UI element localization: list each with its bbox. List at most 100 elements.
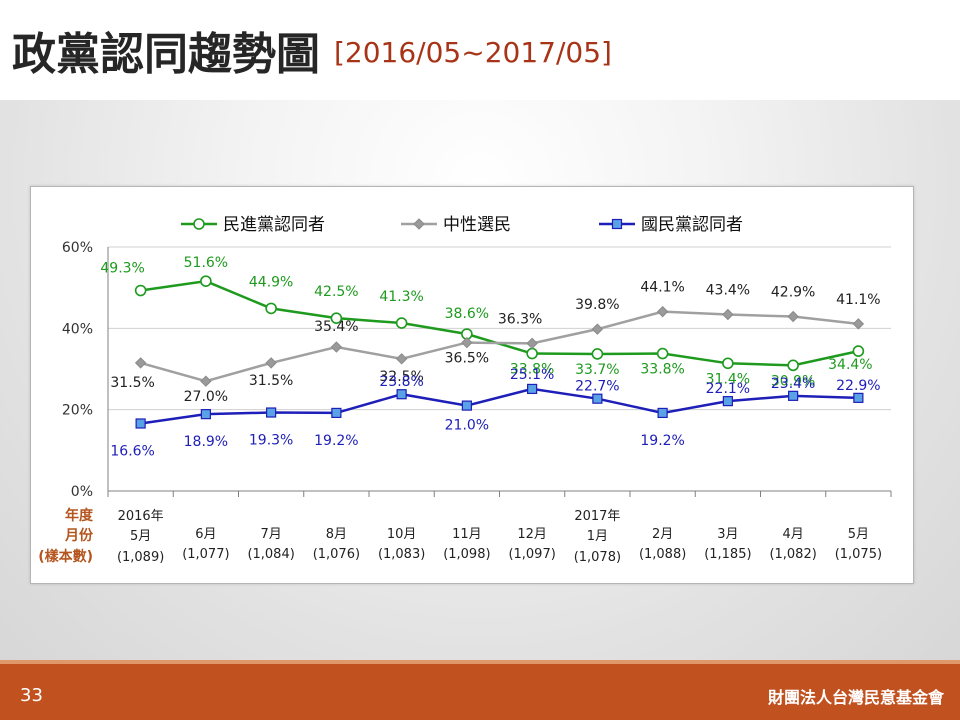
x-axis-month-label: 12月 <box>517 527 547 542</box>
data-label-kmt: 21.0% <box>445 418 489 434</box>
data-label-neutral: 39.8% <box>575 297 619 313</box>
x-axis-month-label: 6月 <box>195 527 216 542</box>
data-point-neutral <box>265 357 277 369</box>
data-point-kmt <box>853 392 864 403</box>
data-point-dpp <box>134 284 147 297</box>
legend-label-kmt: 國民黨認同者 <box>641 215 743 235</box>
data-label-kmt: 18.9% <box>184 434 228 450</box>
y-tick-label: 0% <box>71 484 93 500</box>
data-label-kmt: 19.2% <box>640 433 684 449</box>
x-axis-sample-label: (1,097) <box>508 547 555 562</box>
x-axis-sample-label: (1,185) <box>704 547 751 562</box>
data-label-dpp: 49.3% <box>100 261 144 277</box>
x-axis-month-label: 8月 <box>326 527 347 542</box>
legend-label-neutral: 中性選民 <box>443 215 511 235</box>
data-point-dpp <box>656 347 669 360</box>
series-line-neutral <box>140 310 859 383</box>
data-label-neutral: 27.0% <box>184 389 228 405</box>
data-point-kmt <box>592 393 603 404</box>
data-point-neutral <box>200 375 212 387</box>
data-label-kmt: 22.7% <box>575 379 619 395</box>
data-point-dpp <box>200 275 212 287</box>
data-label-dpp: 41.3% <box>379 289 423 305</box>
x-axis-sample-label: (1,084) <box>247 547 294 562</box>
x-axis-month-label: 5月 <box>130 529 151 544</box>
data-point-kmt <box>788 390 799 401</box>
x-axis-sample-label: (1,083) <box>378 547 425 562</box>
x-axis-sample-label: (1,077) <box>182 547 229 562</box>
organization-name: 財團法人台灣民意基金會 <box>767 688 944 707</box>
data-label-neutral: 42.9% <box>771 285 815 301</box>
data-label-neutral: 41.1% <box>836 292 880 308</box>
slide-title: 政黨認同趨勢圖 <box>12 29 320 80</box>
page-number: 33 <box>20 685 43 706</box>
x-axis-sample-label: (1,082) <box>769 547 816 562</box>
data-point-kmt <box>527 383 538 395</box>
x-axis-sample-label: (1,088) <box>639 547 686 562</box>
data-point-dpp <box>395 317 408 329</box>
y-tick-label: 60% <box>62 240 93 256</box>
data-point-neutral <box>787 310 799 323</box>
x-axis-year-label: 2017年 <box>574 509 620 524</box>
data-label-neutral: 31.5% <box>110 375 154 391</box>
data-label-dpp: 42.5% <box>314 284 358 300</box>
data-label-neutral: 44.1% <box>640 280 684 296</box>
x-axis-month-label: 2月 <box>652 527 673 542</box>
x-axis-month-label: 5月 <box>848 527 869 542</box>
x-axis-month-label: 7月 <box>260 527 281 542</box>
data-label-kmt: 19.2% <box>314 433 358 449</box>
y-tick-label: 40% <box>62 321 93 337</box>
x-axis-month-label: 3月 <box>717 527 738 542</box>
data-point-kmt <box>200 409 211 420</box>
data-point-neutral <box>461 336 473 349</box>
x-axis-row-label: 年度 <box>65 507 94 524</box>
x-axis-sample-label: (1,089) <box>117 550 164 565</box>
legend-label-dpp: 民進黨認同者 <box>223 215 325 235</box>
x-axis-sample-label: (1,078) <box>574 550 621 565</box>
data-label-dpp: 33.8% <box>640 362 684 378</box>
data-label-neutral: 36.5% <box>445 351 489 367</box>
data-point-kmt <box>396 389 407 400</box>
data-label-dpp: 38.6% <box>445 306 489 322</box>
data-label-neutral: 36.3% <box>498 311 542 327</box>
data-point-kmt <box>657 407 668 419</box>
data-label-neutral: 35.4% <box>314 319 358 335</box>
data-label-dpp: 44.9% <box>249 274 293 290</box>
data-label-dpp: 33.7% <box>575 362 619 378</box>
data-label-dpp: 51.6% <box>184 255 228 271</box>
chart-panel: 0% 20% 40% 60% 年度 月份 (樣本數) 2016年 5月 (1,089) 6月 (1,0… <box>30 186 914 584</box>
data-label-neutral: 32.5% <box>379 369 423 385</box>
data-point-dpp <box>722 357 734 370</box>
data-point-kmt <box>722 396 733 407</box>
legend-marker-neutral <box>413 218 425 230</box>
data-point-neutral <box>722 308 734 321</box>
data-point-dpp <box>591 348 604 360</box>
legend-marker-kmt <box>611 218 623 230</box>
x-axis-month-label: 11月 <box>452 527 482 542</box>
data-point-kmt <box>331 407 342 419</box>
data-label-neutral: 31.5% <box>249 373 293 389</box>
data-label-kmt: 23.4% <box>771 376 815 392</box>
x-axis-year-label: 2016年 <box>118 509 164 524</box>
x-axis-sample-label: (1,098) <box>443 547 490 562</box>
x-axis-row-label: (樣本數) <box>38 548 93 565</box>
footer-bar <box>0 664 960 720</box>
x-axis-row-label: 月份 <box>64 527 94 544</box>
footer-accent-line <box>0 660 960 664</box>
data-point-dpp <box>330 312 343 324</box>
data-label-kmt: 23.8% <box>379 374 423 390</box>
data-point-neutral <box>656 305 669 318</box>
data-label-neutral: 43.4% <box>706 283 750 299</box>
data-label-dpp: 30.9% <box>771 373 815 389</box>
title-bar: 政黨認同趨勢圖 [2016/05~2017/05] <box>0 0 960 100</box>
x-axis-month-label: 1月 <box>587 529 608 544</box>
x-axis-sample-label: (1,076) <box>313 547 360 562</box>
x-axis-month-label: 4月 <box>782 527 803 542</box>
data-point-dpp <box>852 345 865 357</box>
data-point-dpp <box>265 302 277 315</box>
data-label-kmt: 16.6% <box>110 443 154 459</box>
data-label-kmt: 22.1% <box>706 381 750 397</box>
data-label-kmt: 19.3% <box>249 433 293 449</box>
data-point-neutral <box>395 353 408 365</box>
